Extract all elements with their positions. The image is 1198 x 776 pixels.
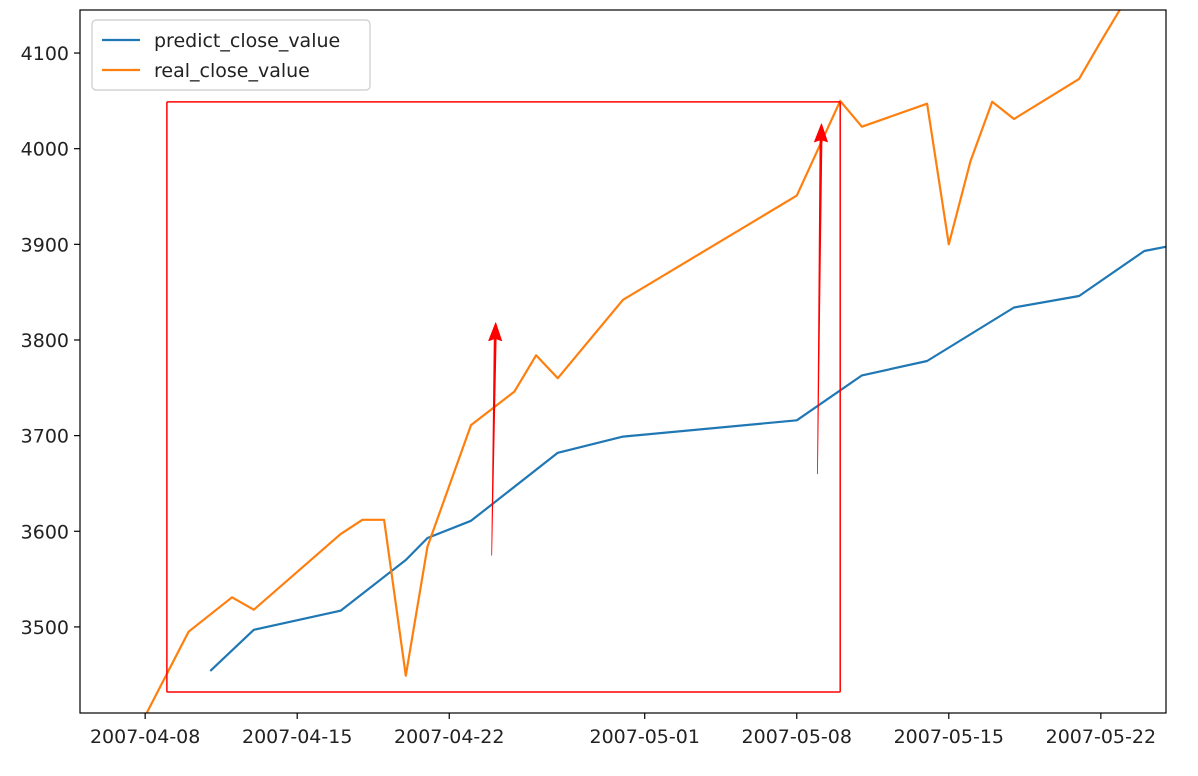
x-tick-label: 2007-05-01 bbox=[590, 726, 700, 748]
y-tick-label: 3700 bbox=[21, 426, 69, 448]
axes: 3500 3600 3700 3800 3900 4000 4100 2007-04-08 20… bbox=[21, 9, 1167, 748]
plot-area bbox=[145, 10, 1166, 713]
x-tick-label: 2007-04-15 bbox=[242, 726, 352, 748]
annotation-arrow-1 bbox=[488, 322, 503, 556]
axes-frame bbox=[79, 9, 1167, 714]
annotation-layer bbox=[166, 101, 841, 693]
legend-label-predict-close-value: predict_close_value bbox=[154, 30, 340, 52]
legend-box bbox=[91, 19, 371, 91]
annotation-arrow-2 bbox=[814, 123, 828, 475]
x-tick-label: 2007-05-15 bbox=[894, 726, 1004, 748]
x-tick-label: 2007-05-08 bbox=[742, 726, 852, 748]
series-line-real-close-value bbox=[145, 10, 1122, 713]
legend: predict_close_value real_close_value bbox=[91, 19, 371, 91]
y-tick-label: 4100 bbox=[21, 43, 69, 65]
y-tick-label: 3500 bbox=[21, 617, 69, 639]
y-tick-label: 3900 bbox=[21, 234, 69, 256]
x-tick-label: 2007-04-22 bbox=[394, 726, 504, 748]
y-tick-label: 3800 bbox=[21, 330, 69, 352]
x-tick-label: 2007-04-08 bbox=[90, 726, 200, 748]
y-tick-label: 4000 bbox=[21, 139, 69, 161]
y-tick-label: 3600 bbox=[21, 521, 69, 543]
series-line-predict-close-value bbox=[209, 245, 1166, 672]
series-group bbox=[145, 10, 1166, 713]
legend-label-real-close-value: real_close_value bbox=[154, 60, 310, 82]
x-tick-label: 2007-05-22 bbox=[1046, 726, 1156, 748]
highlight-box bbox=[166, 101, 841, 693]
